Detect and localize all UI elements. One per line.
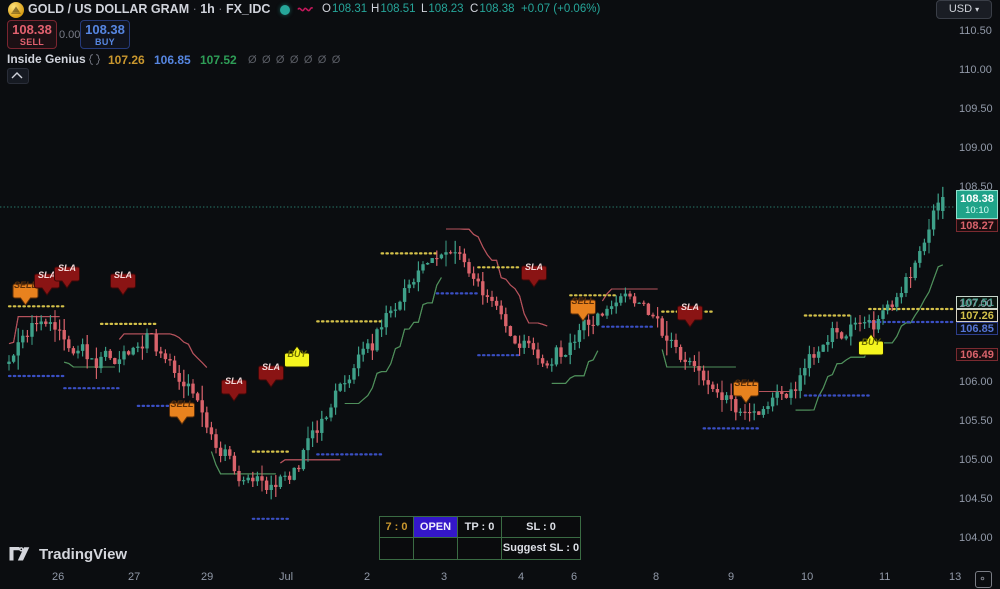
svg-text:SLA: SLA (681, 302, 699, 312)
svg-text:SLA: SLA (38, 270, 56, 280)
svg-text:SELL: SELL (734, 378, 757, 388)
svg-text:SELL: SELL (14, 280, 37, 290)
svg-text:SLA: SLA (225, 376, 243, 386)
svg-text:SELL: SELL (170, 399, 193, 409)
svg-text:SLA: SLA (114, 270, 132, 280)
svg-text:BUY: BUY (287, 349, 307, 359)
svg-text:SLA: SLA (58, 263, 76, 273)
svg-text:SLA: SLA (262, 362, 280, 372)
svg-text:SELL: SELL (571, 296, 594, 306)
svg-text:BUY: BUY (861, 337, 881, 347)
svg-text:SLA: SLA (525, 262, 543, 272)
